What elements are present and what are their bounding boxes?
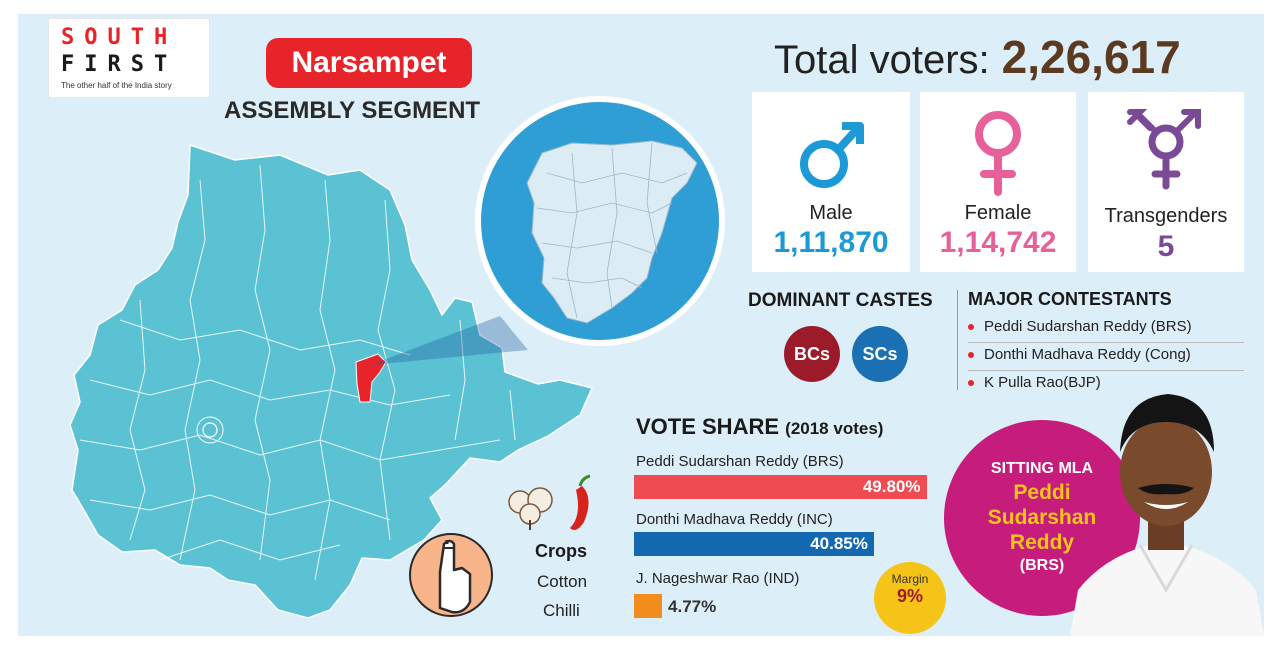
vote-bar — [634, 475, 927, 499]
female-card: Female 1,14,742 — [920, 92, 1076, 272]
contestants-title: MAJOR CONTESTANTS — [968, 289, 1172, 309]
vote-candidate-name: J. Nageshwar Rao (IND) — [636, 570, 800, 587]
sitting-mla-party: (BRS) — [1019, 557, 1065, 574]
margin-value: 9% — [896, 586, 923, 606]
female-symbol-icon — [975, 111, 1021, 196]
male-label: Male — [809, 202, 853, 224]
logo-first: FIRST — [61, 52, 178, 77]
sitting-mla-name-3: Reddy — [1009, 531, 1075, 554]
vote-share-title: VOTE SHARE (2018 votes) — [636, 414, 883, 440]
zoom-beam — [370, 316, 528, 365]
bullet-icon — [968, 352, 974, 359]
contestant-name: Donthi Madhava Reddy (Cong) — [984, 346, 1191, 363]
transgender-label: Transgenders — [1104, 205, 1228, 227]
crops-label: Crops — [535, 541, 588, 561]
transgender-value: 5 — [1157, 230, 1175, 263]
bullet-icon — [968, 324, 974, 331]
margin-label: Margin — [891, 572, 929, 586]
crop-item: Chilli — [543, 601, 580, 620]
telangana-map — [69, 143, 594, 619]
castes-title: DOMINANT CASTES — [748, 290, 933, 311]
total-voters-value: 2,26,617 — [1001, 31, 1181, 83]
contestant-item: Donthi Madhava Reddy (Cong) — [968, 346, 1258, 363]
total-voters: Total voters: 2,26,617 — [774, 30, 1181, 84]
constituency-name: Narsampet — [266, 38, 472, 88]
caste-scs-badge: SCs — [852, 326, 908, 382]
contestant-item: Peddi Sudarshan Reddy (BRS) — [968, 318, 1258, 335]
mla-portrait — [1070, 394, 1264, 636]
vote-share-value: 40.85% — [810, 534, 868, 553]
narsampet-highlight — [355, 353, 387, 403]
vote-share-heading: VOTE SHARE — [636, 414, 780, 439]
vote-bar — [634, 594, 663, 618]
contestant-name: Peddi Sudarshan Reddy (BRS) — [984, 318, 1192, 335]
zoom-circle — [475, 96, 725, 346]
cotton-icon — [508, 487, 553, 530]
transgender-card: Transgenders 5 — [1088, 92, 1244, 272]
female-value: 1,14,742 — [939, 226, 1057, 259]
male-symbol-icon — [800, 122, 864, 188]
sitting-mla-label: SITTING MLA — [990, 460, 1094, 477]
male-card: Male 1,11,870 — [752, 92, 910, 272]
transgender-symbol-icon — [1127, 109, 1201, 190]
vote-share-value: 4.77% — [668, 597, 717, 616]
logo-south: SOUTH — [61, 25, 178, 50]
bullet-icon — [968, 380, 974, 387]
vote-bar — [634, 532, 875, 556]
male-value: 1,11,870 — [773, 226, 889, 259]
south-first-logo: SOUTH FIRST The other half of the India … — [48, 18, 210, 98]
logo-tagline: The other half of the India story — [61, 81, 172, 90]
narsampet-zoomed-map — [526, 140, 698, 324]
caste-bcs-badge: BCs — [784, 326, 840, 382]
sitting-mla-name-1: Peddi — [1013, 481, 1071, 504]
contestant-name: K Pulla Rao(BJP) — [984, 374, 1101, 391]
state-map-shape — [69, 143, 594, 619]
margin-badge: Margin 9% — [874, 562, 946, 634]
crop-item: Cotton — [537, 572, 588, 591]
vote-candidate-name: Peddi Sudarshan Reddy (BRS) — [636, 453, 844, 470]
total-voters-label: Total voters: — [774, 38, 990, 82]
divider — [968, 342, 1244, 343]
sitting-mla-name-2: Sudarshan — [987, 506, 1097, 529]
chilli-icon — [570, 474, 591, 530]
voting-finger-icon — [409, 533, 493, 617]
section-divider — [957, 290, 958, 390]
vote-share-subtitle: (2018 votes) — [785, 419, 884, 438]
segment-subtitle: ASSEMBLY SEGMENT — [224, 97, 481, 124]
female-label: Female — [964, 202, 1032, 224]
contestant-item: K Pulla Rao(BJP) — [968, 374, 1258, 391]
vote-candidate-name: Donthi Madhava Reddy (INC) — [636, 511, 833, 528]
vote-share-value: 49.80% — [862, 477, 921, 496]
divider — [968, 370, 1244, 371]
